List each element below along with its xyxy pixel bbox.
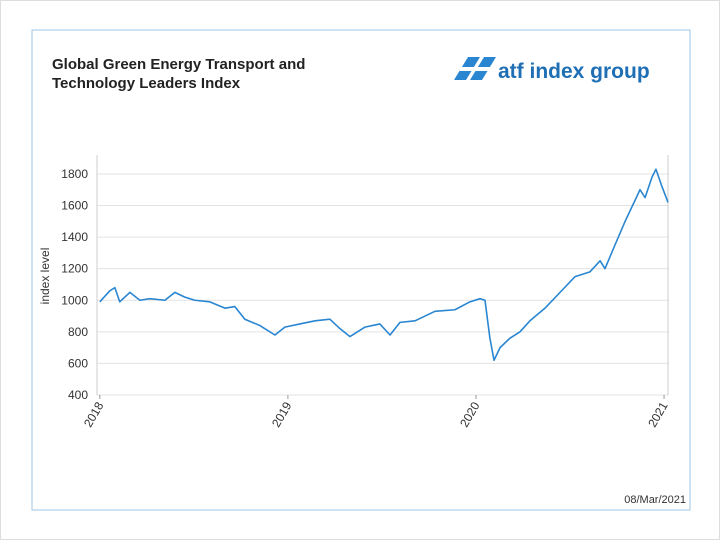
y-tick-label: 400 <box>68 388 88 402</box>
y-tick-label: 1600 <box>61 199 88 213</box>
y-tick-label: 1200 <box>61 262 88 276</box>
logo-icon <box>454 57 496 80</box>
chart-title: Technology Leaders Index <box>52 75 241 92</box>
y-tick-label: 1800 <box>61 167 88 181</box>
y-tick-label: 800 <box>68 325 88 339</box>
y-tick-label: 1400 <box>61 230 88 244</box>
date-stamp: 08/Mar/2021 <box>624 494 686 506</box>
y-tick-label: 1000 <box>61 293 88 307</box>
chart-title: Global Green Energy Transport and <box>52 56 305 73</box>
logo-text: atf index group <box>498 60 650 83</box>
y-tick-label: 600 <box>68 356 88 370</box>
card <box>31 29 691 511</box>
data-line <box>99 168 669 362</box>
y-axis-label: index level <box>38 248 52 305</box>
